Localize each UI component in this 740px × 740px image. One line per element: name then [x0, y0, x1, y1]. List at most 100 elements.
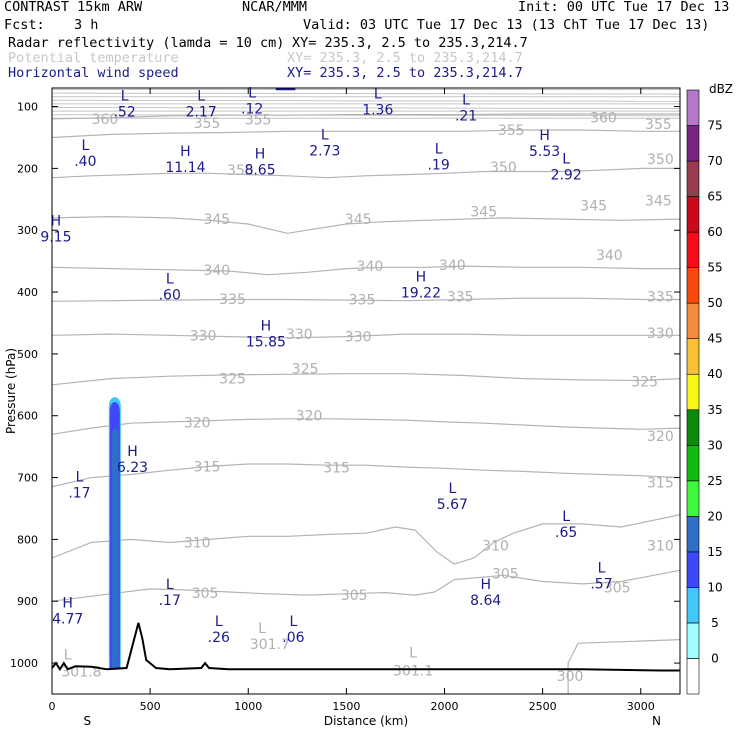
- theta-contour-360: [52, 113, 680, 120]
- theta-contour-355: [52, 129, 680, 139]
- theta-label: 355: [645, 117, 672, 133]
- wind-extremum-value: 6.23: [117, 460, 148, 476]
- wind-extremum-type: H: [480, 577, 491, 593]
- wind-extremum-type: L: [598, 560, 606, 576]
- theta-label: 301.7: [250, 637, 290, 653]
- theta-label: 360: [92, 112, 119, 128]
- wind-extremum-type: H: [180, 144, 191, 160]
- wind-extremum-type: H: [416, 270, 427, 286]
- wind-extremum-type: H: [51, 213, 62, 229]
- radar-cell-body-15dbz: [111, 438, 119, 670]
- field-1-name: Radar reflectivity (lamda = 10 cm): [8, 35, 285, 51]
- theta-label: 305: [492, 566, 519, 582]
- colorbar-level-label: 10: [707, 580, 722, 594]
- theta-label: 355: [245, 113, 272, 129]
- colorbar-swatch: [686, 160, 700, 197]
- theta-label: 330: [286, 327, 313, 343]
- colorbar-swatch: [686, 516, 700, 553]
- theta-label: 340: [357, 259, 384, 275]
- wind-extremum-value: 11.14: [165, 160, 205, 176]
- theta-contour-350: [52, 167, 680, 179]
- colorbar-swatch: [686, 125, 700, 162]
- theta-label: L: [409, 646, 417, 662]
- model-title: CONTRAST 15km ARW: [4, 0, 143, 15]
- theta-label: 355: [498, 123, 525, 139]
- theta-label: 330: [345, 330, 372, 346]
- wind-extremum-value: .60: [159, 288, 181, 304]
- colorbar-swatch: [686, 231, 700, 268]
- y-tick-label: 200: [17, 162, 38, 175]
- wind-extremum-type: L: [374, 87, 382, 103]
- colorbar-level-label: 40: [707, 367, 722, 381]
- theta-label: 345: [645, 194, 672, 210]
- wind-extremum-value: 2.92: [551, 168, 582, 184]
- colorbar-swatch: [686, 89, 700, 126]
- theta-label: 305: [192, 586, 219, 602]
- wind-extremum-type: L: [166, 577, 174, 593]
- wind-extremum-type: L: [321, 128, 329, 144]
- forecast-label: Fcst:: [4, 17, 45, 33]
- colorbar-swatch: [686, 373, 700, 411]
- wind-extremum-type: L: [215, 614, 223, 630]
- theta-label: 335: [219, 292, 246, 308]
- theta-label: 315: [323, 461, 350, 477]
- plot-frame: [51, 87, 681, 695]
- colorbar-unit: dBZ: [709, 82, 733, 96]
- wind-extremum-value: .52: [113, 105, 135, 121]
- x-tick-label: 500: [140, 700, 161, 713]
- colorbar-swatch: [686, 658, 700, 695]
- wind-extremum-value: 5.53: [529, 144, 560, 160]
- wind-extremum-type: H: [127, 444, 138, 460]
- theta-label: 355: [194, 116, 221, 132]
- colorbar-level-label: 20: [707, 509, 722, 523]
- terrain-line: [51, 622, 680, 672]
- colorbar-swatch: [686, 267, 700, 304]
- wind-extremum-value: 4.77: [52, 612, 83, 628]
- theta-label: 335: [647, 289, 674, 305]
- colorbar-level-label: 45: [707, 332, 722, 346]
- field-2-coords: XY= 235.3, 2.5 to 235.3,214.7: [287, 50, 523, 66]
- wind-extremum-type: H: [539, 128, 550, 144]
- field-3-coords: XY= 235.3, 2.5 to 235.3,214.7: [287, 65, 523, 81]
- theta-label: 325: [219, 372, 246, 388]
- wind-extremum-value: .12: [241, 101, 263, 117]
- wind-extremum-value: 1.36: [362, 103, 393, 119]
- theta-contour-340: [52, 265, 680, 276]
- wind-extremum-value: .65: [555, 525, 577, 541]
- wind-extremum-value: .19: [427, 158, 449, 174]
- wind-extremum-type: H: [62, 596, 73, 612]
- y-axis-title: Pressure (hPa): [4, 348, 18, 434]
- colorbar-level-label: 55: [707, 261, 722, 275]
- theta-label: 310: [647, 539, 674, 555]
- colorbar-swatch: [686, 302, 700, 340]
- wind-extremum-type: L: [197, 89, 205, 105]
- wind-extremum-type: L: [121, 89, 129, 105]
- colorbar-swatch: [686, 444, 700, 482]
- theta-label: 320: [296, 409, 323, 425]
- theta-upper-band-line: [51, 99, 681, 102]
- theta-label: L: [64, 647, 72, 663]
- theta-label: 310: [184, 536, 211, 552]
- valid-time: Valid: 03 UTC Tue 17 Dec 13 (13 ChT Tue …: [303, 17, 710, 33]
- wind-extremum-value: 8.64: [470, 593, 501, 609]
- theta-label: 315: [194, 459, 221, 475]
- theta-label: 330: [190, 328, 217, 344]
- wind-extremum-value: .40: [74, 154, 96, 170]
- field-3-name: Horizontal wind speed: [8, 65, 179, 81]
- wind-extremum-type: L: [76, 469, 84, 485]
- x-tick-label: 1000: [234, 700, 262, 713]
- x-tick-label: 0: [49, 700, 56, 713]
- theta-label: 325: [631, 375, 658, 391]
- colorbar-swatch: [686, 622, 700, 659]
- theta-label: 360: [590, 111, 617, 127]
- y-tick-label: 1000: [10, 657, 38, 670]
- organization-label: NCAR/MMM: [242, 0, 308, 15]
- theta-label: 325: [292, 362, 319, 378]
- theta-label: 301.1: [393, 664, 433, 680]
- y-tick-label: 300: [17, 224, 38, 237]
- y-tick-label: 900: [17, 595, 38, 608]
- theta-upper-band-line: [51, 114, 681, 117]
- wind-extremum-type: L: [448, 481, 456, 497]
- wind-extremum-value: 19.22: [401, 286, 441, 302]
